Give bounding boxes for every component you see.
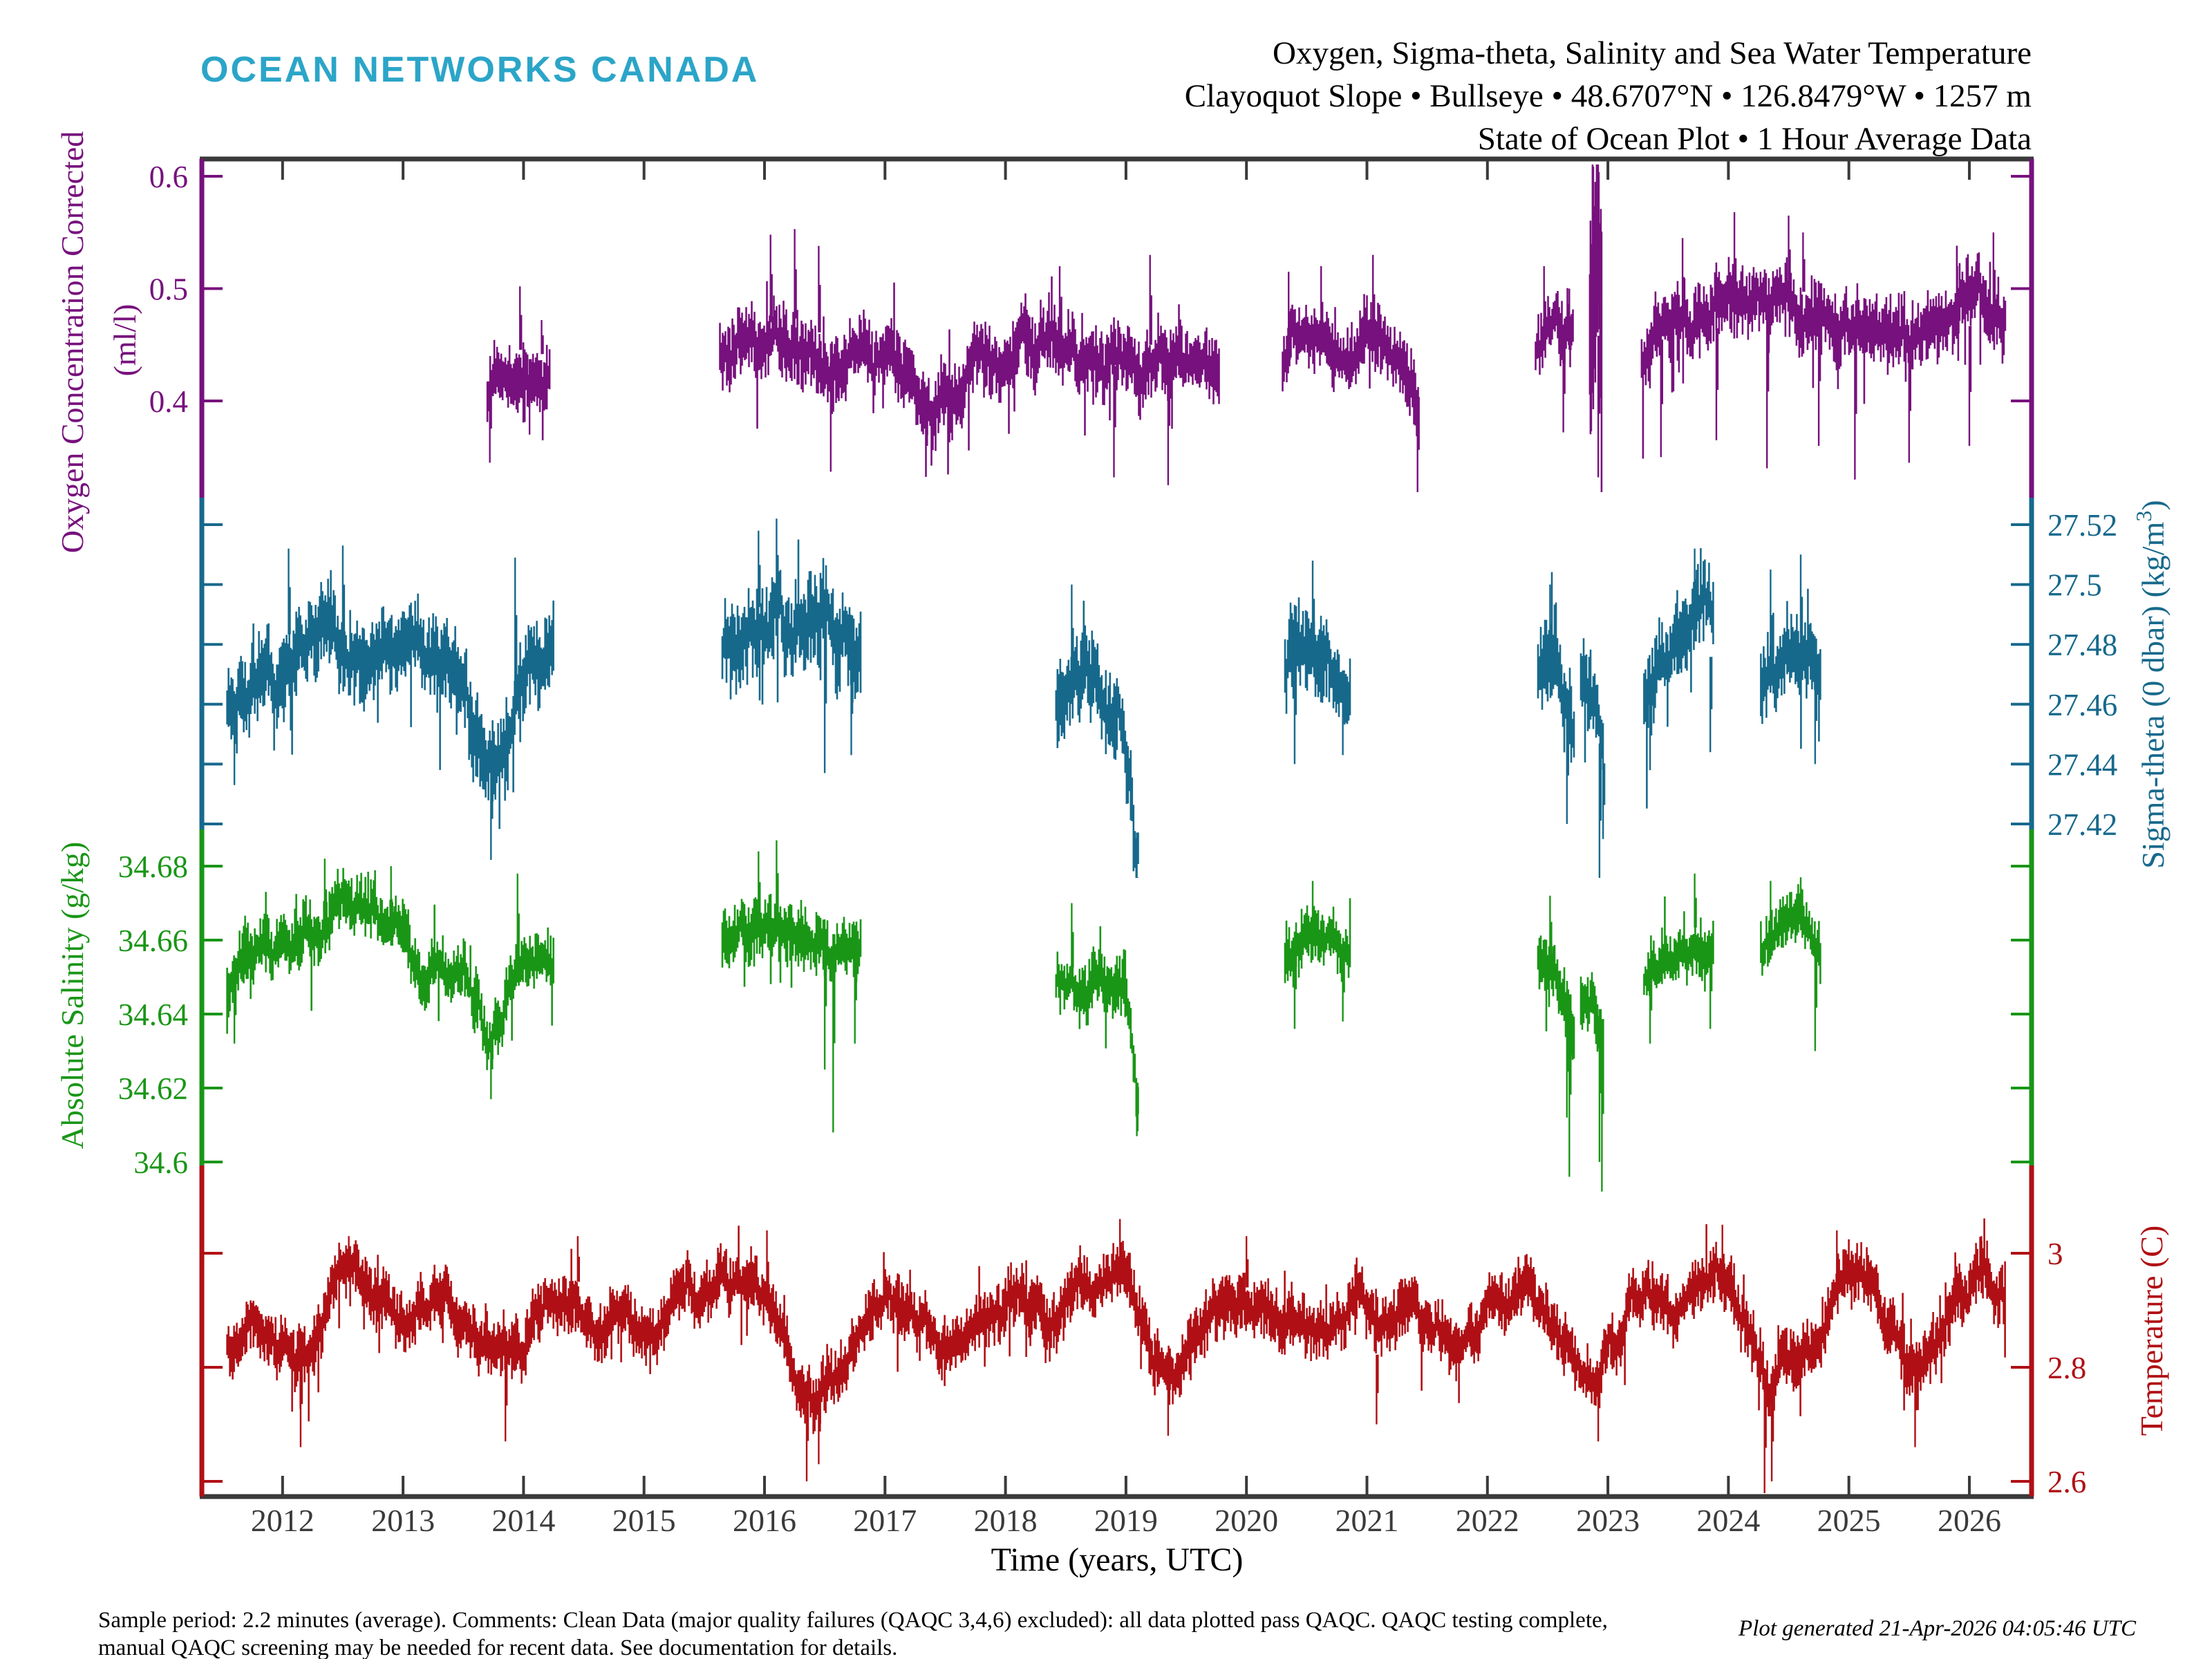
x-tick-label: 2013 bbox=[371, 1503, 435, 1538]
series-temperature-data bbox=[226, 1218, 2006, 1434]
x-tick-label: 2014 bbox=[491, 1503, 555, 1538]
y-tick-label-sigma_theta: 27.52 bbox=[2047, 508, 2117, 543]
series-sigma_theta-spikes bbox=[233, 518, 1818, 878]
y-axis-unit-oxygen: (ml/l) bbox=[107, 304, 142, 377]
y-tick-label-oxygen: 0.4 bbox=[149, 384, 188, 419]
x-tick-label: 2015 bbox=[612, 1503, 676, 1538]
y-tick-label-salinity: 34.68 bbox=[118, 850, 188, 884]
y-tick-label-salinity: 34.62 bbox=[118, 1071, 188, 1106]
series-oxygen-data bbox=[486, 165, 2007, 492]
plot-generated-timestamp: Plot generated 21-Apr-2026 04:05:46 UTC bbox=[1738, 1616, 2137, 1641]
y-axis-label-salinity: Absolute Salinity (g/kg) bbox=[55, 842, 90, 1150]
y-tick-label-sigma_theta: 27.46 bbox=[2047, 688, 2117, 722]
x-axis-label: Time (years, UTC) bbox=[991, 1541, 1244, 1578]
y-tick-label-sigma_theta: 27.44 bbox=[2047, 747, 2117, 782]
y-tick-label-sigma_theta: 27.48 bbox=[2047, 628, 2117, 662]
y-axis-label-sigma-theta: Sigma-theta (0 dbar) (kg/m3) bbox=[2131, 500, 2171, 868]
y-tick-label-temperature: 3 bbox=[2047, 1237, 2063, 1271]
series-oxygen-spikes bbox=[489, 182, 1996, 492]
y-tick-label-oxygen: 0.5 bbox=[149, 272, 188, 307]
x-tick-label: 2012 bbox=[251, 1503, 315, 1538]
footer-note-line-1: Sample period: 2.2 minutes (average). Co… bbox=[98, 1608, 1608, 1633]
y-axis-label-temperature: Temperature (C) bbox=[2134, 1226, 2169, 1436]
series-sigma_theta-data bbox=[226, 539, 1821, 878]
series-temperature-spikes bbox=[299, 1219, 1984, 1493]
sigma-label-superscript: 3 bbox=[2131, 511, 2156, 522]
onc-logo: OCEAN NETWORKS CANADA bbox=[200, 50, 759, 90]
y-tick-label-temperature: 2.6 bbox=[2047, 1465, 2086, 1499]
x-tick-label: 2021 bbox=[1335, 1503, 1398, 1538]
y-tick-label-salinity: 34.64 bbox=[118, 997, 188, 1032]
series-salinity-data bbox=[226, 868, 1821, 1132]
x-tick-label: 2022 bbox=[1456, 1503, 1519, 1538]
title-line-1: Oxygen, Sigma-theta, Salinity and Sea Wa… bbox=[1273, 35, 2032, 71]
data-layer bbox=[226, 165, 2007, 1493]
x-tick-label: 2017 bbox=[853, 1503, 917, 1538]
tick-layer: 2012 2013 2014 2015 2016 2017 2018 2019 2020 2021… bbox=[118, 159, 2117, 1538]
series-salinity-spikes bbox=[233, 840, 1818, 1192]
y-tick-label-salinity: 34.6 bbox=[133, 1145, 188, 1180]
x-tick-label: 2023 bbox=[1576, 1503, 1640, 1538]
x-tick-label: 2024 bbox=[1696, 1503, 1760, 1538]
sigma-label-close: ) bbox=[2135, 500, 2171, 510]
title-line-2: Clayoquot Slope • Bullseye • 48.6707°N •… bbox=[1185, 78, 2032, 114]
y-tick-label-sigma_theta: 27.42 bbox=[2047, 807, 2117, 842]
y-tick-label-oxygen: 0.6 bbox=[149, 160, 188, 194]
footer-note-line-2: manual QAQC screening may be needed for … bbox=[98, 1635, 897, 1659]
y-tick-label-sigma_theta: 27.5 bbox=[2047, 568, 2102, 603]
title-line-3: State of Ocean Plot • 1 Hour Average Dat… bbox=[1478, 121, 2032, 157]
y-tick-label-temperature: 2.8 bbox=[2047, 1351, 2086, 1385]
x-tick-label: 2019 bbox=[1094, 1503, 1158, 1538]
y-tick-label-salinity: 34.66 bbox=[118, 924, 188, 958]
x-tick-label: 2018 bbox=[974, 1503, 1038, 1538]
x-tick-label: 2020 bbox=[1215, 1503, 1278, 1538]
x-tick-label: 2016 bbox=[733, 1503, 796, 1538]
x-tick-label: 2026 bbox=[1938, 1503, 2001, 1538]
y-axis-label-oxygen: Oxygen Concentration Corrected bbox=[55, 131, 90, 554]
x-tick-label: 2025 bbox=[1817, 1503, 1881, 1538]
sigma-label-main: Sigma-theta (0 dbar) (kg/m bbox=[2135, 521, 2171, 868]
